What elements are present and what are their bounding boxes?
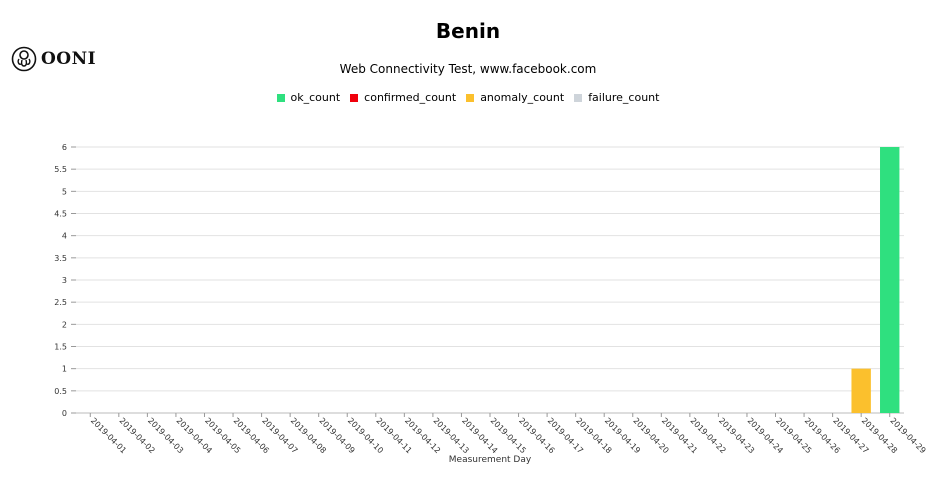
y-tick-label: 0.5	[54, 387, 67, 396]
y-tick-label: 3	[62, 276, 67, 285]
legend-item-anomaly-count[interactable]: anomaly_count	[466, 91, 564, 104]
y-tick-label: 4	[62, 232, 67, 241]
legend-item-failure-count[interactable]: failure_count	[574, 91, 659, 104]
ooni-logo: OONI	[11, 46, 96, 72]
legend-label: failure_count	[588, 91, 660, 104]
y-tick-label: 5	[62, 187, 67, 196]
y-tick-label: 5.5	[54, 165, 67, 174]
y-tick-label: 1.5	[54, 343, 67, 352]
legend-swatch	[276, 93, 285, 102]
legend-label: confirmed_count	[364, 91, 457, 104]
y-tick-label: 2.5	[54, 298, 67, 307]
y-tick-label: 3.5	[54, 254, 67, 263]
legend-item-confirmed-count[interactable]: confirmed_count	[350, 91, 456, 104]
bar-ok-count	[880, 147, 900, 413]
legend-swatch	[350, 93, 359, 102]
legend-swatch	[466, 93, 475, 102]
legend-label: anomaly_count	[480, 91, 565, 104]
y-tick-label: 1	[62, 365, 67, 374]
logo-text: OONI	[41, 49, 97, 69]
chart-subtitle: Web Connectivity Test, www.facebook.com	[339, 62, 597, 76]
y-tick-label: 4.5	[54, 210, 67, 219]
chart-title: Benin	[435, 19, 501, 43]
y-tick-label: 2	[62, 320, 67, 329]
bar-anomaly-count	[851, 368, 871, 413]
y-tick-label: 6	[62, 143, 67, 152]
legend-label: ok_count	[290, 91, 341, 104]
legend-swatch	[574, 93, 583, 102]
chart-legend: ok_count confirmed_count anomaly_count fail…	[0, 91, 936, 104]
x-axis-title: Measurement Day	[449, 455, 532, 465]
legend-item-ok-count[interactable]: ok_count	[276, 91, 341, 104]
ooni-octopus-icon	[11, 46, 37, 72]
y-tick-label: 0	[62, 409, 67, 418]
